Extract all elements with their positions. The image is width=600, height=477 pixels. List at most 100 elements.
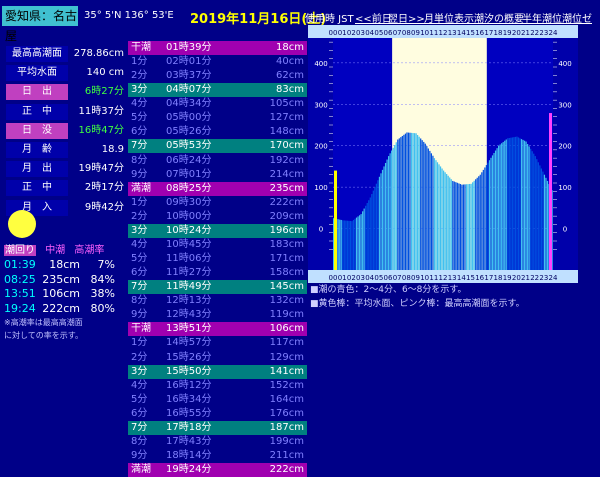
hour-label: 08 — [402, 29, 411, 37]
tide-table-row: 8分 06時24分 192cm — [128, 154, 307, 168]
tide-bar — [511, 137, 513, 270]
tide-phase: 満潮 — [131, 464, 151, 476]
tide-table-row: 7分 05時53分 170cm — [128, 139, 307, 154]
info-row: 日 出 6時27分 — [6, 83, 126, 101]
hour-strip-bottom — [308, 270, 578, 283]
tide-phase: 4分 — [131, 238, 148, 250]
chart-legend: ■潮の青色：2～4分、6～8分を示す。 ■黄色棒：平均水面、ピンク棒：最高高潮面… — [310, 283, 525, 311]
tide-bar — [389, 153, 391, 270]
tide-summary-rate: 80% — [90, 301, 115, 315]
tide-bar — [426, 146, 428, 270]
tide-bar — [498, 145, 500, 270]
tide-height: 170cm — [269, 140, 304, 152]
tide-height: 158cm — [269, 267, 304, 279]
tide-height: 164cm — [269, 393, 304, 405]
hour-label: 13 — [448, 274, 457, 282]
tide-bar — [447, 175, 449, 270]
info-label: 日 没 — [6, 122, 68, 139]
tide-bar — [441, 168, 443, 270]
tide-bar — [340, 219, 342, 270]
hour-label: 17 — [484, 29, 493, 37]
tide-bar — [343, 220, 345, 270]
next-day-link[interactable]: 翌日>> — [388, 14, 425, 25]
tide-bar — [372, 190, 374, 270]
tide-summary-height: 235cm — [42, 272, 80, 286]
tide-table-row: 6分 11時27分 158cm — [128, 266, 307, 280]
monthly-view-link[interactable]: 月単位表示 — [424, 14, 474, 25]
tide-bar — [400, 137, 402, 270]
tide-phase: 1分 — [131, 337, 148, 349]
tide-height: 132cm — [269, 295, 304, 307]
tide-summary-rate: 84% — [90, 272, 115, 286]
tide-bar — [438, 164, 440, 270]
tide-height: 183cm — [269, 238, 304, 250]
info-value: 11時37分 — [78, 105, 124, 117]
y-tick-label: 300 — [314, 101, 327, 109]
tide-bar — [430, 153, 432, 270]
tide-bar — [455, 182, 457, 270]
tide-bar — [395, 142, 397, 270]
tide-bar — [403, 134, 405, 270]
tide-height: 176cm — [269, 407, 304, 419]
tide-table-row: 3分 04時07分 83cm — [128, 83, 307, 98]
tide-height: 40cm — [276, 56, 304, 68]
tide-phase: 3分 — [131, 365, 148, 377]
tide-time: 05時26分 — [166, 126, 212, 138]
tide-height: 105cm — [269, 98, 304, 110]
tide-table-row: 4分 10時45分 183cm — [128, 238, 307, 252]
tide-table-row: 7分 17時18分 187cm — [128, 420, 307, 435]
tide-bar — [429, 150, 431, 270]
hour-label: 12 — [439, 274, 448, 282]
tide-bar — [423, 141, 425, 270]
tide-bar — [421, 140, 423, 270]
tide-bar — [462, 184, 465, 270]
tide-phase: 7分 — [131, 140, 148, 152]
tide-phase: 1分 — [131, 196, 148, 208]
hour-label: 16 — [475, 274, 484, 282]
tide-height: 127cm — [269, 112, 304, 124]
tide-bar — [362, 211, 364, 270]
tide-time: 16時12分 — [166, 379, 212, 391]
prev-day-link[interactable]: <<前日 — [355, 14, 392, 25]
tide-height: 106cm — [269, 323, 304, 335]
hour-label: 01 — [338, 29, 347, 37]
tide-time: 15時26分 — [166, 351, 212, 363]
tide-time: 04時34分 — [166, 98, 212, 110]
hour-label: 11 — [429, 274, 438, 282]
tide-table-row: 3分 10時24分 196cm — [128, 223, 307, 238]
tide-table-row: 満潮 08時25分 235cm — [128, 181, 307, 196]
tide-bar — [339, 219, 341, 270]
tide-bar — [525, 141, 527, 270]
tide-table-row: 6分 16時55分 176cm — [128, 407, 307, 421]
tide-phase: 8分 — [131, 154, 148, 166]
hour-label: 04 — [365, 29, 374, 37]
tide-bar — [473, 180, 475, 270]
tide-bar — [398, 138, 400, 270]
hour-label: 09 — [411, 274, 420, 282]
tide-bar — [479, 174, 481, 270]
tide-bar — [436, 162, 439, 270]
tide-table-row: 5分 05時00分 127cm — [128, 111, 307, 125]
tide-height: 152cm — [269, 379, 304, 391]
tide-bar — [418, 136, 420, 270]
tide-bar — [531, 151, 533, 270]
tide-bar — [487, 162, 489, 270]
tide-bar — [386, 159, 388, 270]
tide-bar — [543, 174, 546, 270]
half-year-link[interactable]: 半年潮位 — [522, 14, 562, 25]
tide-overview-link[interactable]: 潮汐の概要 — [474, 14, 524, 25]
hour-strip-top — [308, 25, 578, 38]
info-label: 日 出 — [6, 84, 68, 101]
tide-table-row: 1分 09時30分 222cm — [128, 196, 307, 210]
hour-label: 08 — [402, 274, 411, 282]
tide-time: 08時25分 — [166, 182, 212, 194]
tide-phase: 6分 — [131, 267, 148, 279]
tide-bar — [542, 171, 544, 270]
location-label: 愛知県：名古屋 — [2, 6, 78, 43]
tide-summary-row: 19:24 222cm 80% — [4, 302, 115, 315]
tide-table-row: 4分 04時34分 105cm — [128, 97, 307, 111]
y-axis-left — [308, 38, 333, 270]
tide-bar — [365, 205, 367, 270]
tide-bar — [452, 180, 454, 270]
y-tick-label: 200 — [314, 143, 327, 151]
